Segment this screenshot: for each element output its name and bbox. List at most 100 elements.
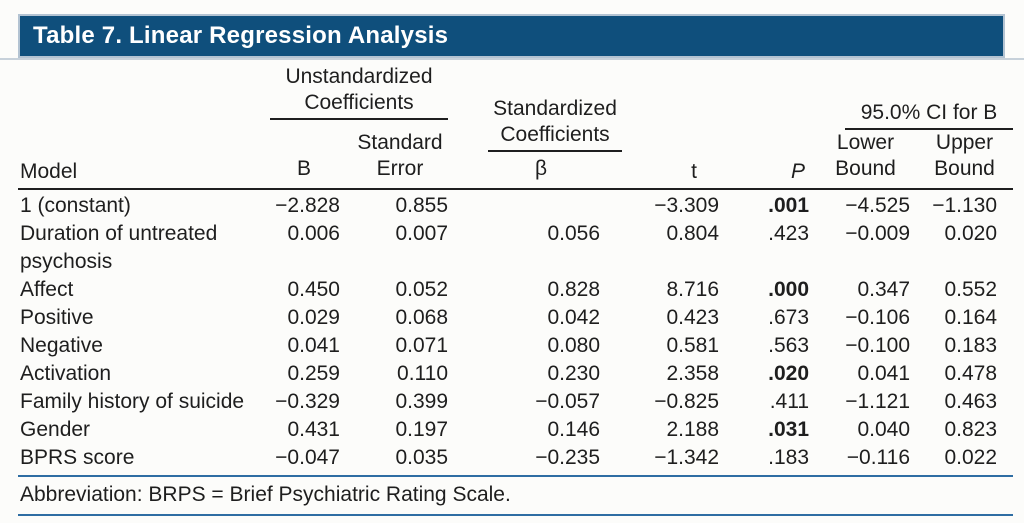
cell-lower-bound: −1.121: [845, 390, 911, 413]
header-group-standardized: Standardized Coefficients β: [454, 60, 629, 190]
header-b: B: [296, 157, 311, 180]
cell-standard-error: 0.035: [395, 446, 449, 469]
cell-model: Activation: [20, 362, 112, 385]
cell-model: Positive: [20, 306, 94, 329]
cell-b: 0.029: [287, 306, 340, 329]
cell-t: −1.342: [654, 446, 720, 469]
cell-model: BPRS score: [20, 446, 135, 469]
cell-beta: 0.056: [547, 222, 601, 245]
header-p-label: P: [791, 160, 806, 183]
group-label-unstandardized: Unstandardized Coefficients: [270, 64, 449, 120]
cell-standard-error: 0.068: [395, 306, 449, 329]
cell-beta: −0.235: [535, 446, 601, 469]
cell-standard-error: 0.855: [395, 194, 449, 217]
table-header: Model Unstandardized Coefficients B Stan…: [18, 60, 1014, 190]
cell-upper-bound: 0.022: [944, 446, 998, 469]
cell-b: 0.431: [287, 418, 340, 441]
cell-b: 0.450: [287, 278, 340, 301]
cell-p: .020: [768, 362, 810, 385]
header-model-label: Model: [20, 160, 78, 183]
cell-t: −3.309: [654, 194, 720, 217]
header-t-label: t: [691, 160, 698, 183]
table-row: BPRS score −0.047 0.035 −0.235 −1.342 .1…: [18, 444, 1013, 472]
cell-t: 0.423: [666, 306, 720, 329]
cell-upper-bound: −1.130: [932, 194, 998, 217]
cell-model: 1 (constant): [20, 194, 131, 217]
cell-p: .031: [768, 418, 810, 441]
cell-p: .423: [768, 222, 810, 245]
cell-p: .000: [768, 278, 810, 301]
table-row: Affect 0.450 0.052 0.828 8.716 .000 0.34…: [18, 276, 1013, 304]
cell-standard-error: 0.197: [395, 418, 449, 441]
header-group-unstandardized: Unstandardized Coefficients B Standard E…: [262, 60, 455, 190]
header-beta: β: [534, 157, 548, 180]
header-group-ci: 95.0% CI for B Lower Bound Upper Bound: [815, 60, 1014, 190]
cell-b: −0.047: [275, 446, 340, 469]
regression-table-sheet: Model Unstandardized Coefficients B Stan…: [18, 60, 1014, 516]
cell-t: 2.188: [666, 418, 720, 441]
cell-lower-bound: 0.347: [857, 278, 911, 301]
cell-upper-bound: 0.823: [944, 418, 998, 441]
header-standard-error: Standard Error: [357, 131, 443, 180]
cell-upper-bound: 0.183: [944, 334, 998, 357]
table-row: Negative 0.041 0.071 0.080 0.581 .563 −0…: [18, 332, 1013, 360]
cell-lower-bound: 0.040: [857, 418, 911, 441]
cell-p: .563: [768, 334, 810, 357]
table-row: Activation 0.259 0.110 0.230 2.358 .020 …: [18, 360, 1013, 388]
cell-p: .411: [769, 390, 810, 413]
cell-upper-bound: 0.463: [944, 390, 998, 413]
header-t: t: [628, 60, 726, 190]
table-row: Duration of untreated psychosis 0.006 0.…: [18, 220, 1013, 276]
cell-model: Negative: [20, 334, 103, 357]
header-lower-bound: Lower Bound: [835, 131, 896, 180]
cell-p: .001: [768, 194, 810, 217]
cell-t: 0.581: [666, 334, 720, 357]
cell-standard-error: 0.071: [395, 334, 449, 357]
table-row: Positive 0.029 0.068 0.042 0.423 .673 −0…: [18, 304, 1013, 332]
cell-beta: 0.042: [547, 306, 601, 329]
cell-b: −0.329: [275, 390, 340, 413]
cell-t: 8.716: [666, 278, 720, 301]
cell-beta: 0.230: [547, 362, 601, 385]
cell-b: 0.006: [287, 222, 340, 245]
header-model: Model: [18, 60, 262, 190]
cell-t: 2.358: [666, 362, 720, 385]
cell-lower-bound: −0.106: [845, 306, 911, 329]
cell-b: −2.828: [275, 194, 340, 217]
cell-t: 0.804: [666, 222, 720, 245]
cell-beta: 0.828: [547, 278, 601, 301]
cell-model: Affect: [20, 278, 74, 301]
cell-lower-bound: −0.100: [845, 334, 911, 357]
cell-lower-bound: −0.009: [845, 222, 911, 245]
cell-t: −0.825: [654, 390, 720, 413]
cell-standard-error: 0.110: [397, 362, 449, 385]
cell-p: .673: [768, 306, 810, 329]
cell-beta: 0.080: [547, 334, 601, 357]
cell-beta: 0.146: [547, 418, 601, 441]
cell-model: Duration of untreated psychosis: [20, 222, 218, 273]
table-body: 1 (constant) −2.828 0.855 −3.309 .001 −4…: [18, 189, 1013, 472]
cell-upper-bound: 0.478: [944, 362, 998, 385]
header-p: P: [725, 60, 816, 190]
cell-model: Family history of suicide: [20, 390, 245, 413]
cell-upper-bound: 0.020: [944, 222, 998, 245]
cell-beta: −0.057: [535, 390, 601, 413]
table-footnote: Abbreviation: BRPS = Brief Psychiatric R…: [18, 475, 1013, 516]
table-title-bar: Table 7. Linear Regression Analysis: [18, 14, 1005, 58]
group-label-ci: 95.0% CI for B: [845, 100, 1014, 130]
group-label-standardized: Standardized Coefficients: [488, 96, 623, 152]
cell-lower-bound: 0.041: [857, 362, 911, 385]
title-bar-rule: [0, 58, 1024, 60]
cell-lower-bound: −0.116: [846, 446, 911, 469]
cell-beta: [454, 189, 628, 220]
header-upper-bound: Upper Bound: [934, 131, 995, 180]
cell-p: .183: [768, 446, 810, 469]
cell-upper-bound: 0.552: [944, 278, 998, 301]
table-row: 1 (constant) −2.828 0.855 −3.309 .001 −4…: [18, 189, 1013, 220]
cell-standard-error: 0.399: [395, 390, 449, 413]
cell-standard-error: 0.052: [395, 278, 449, 301]
cell-standard-error: 0.007: [395, 222, 449, 245]
cell-lower-bound: −4.525: [845, 194, 911, 217]
table-row: Family history of suicide −0.329 0.399 −…: [18, 388, 1013, 416]
